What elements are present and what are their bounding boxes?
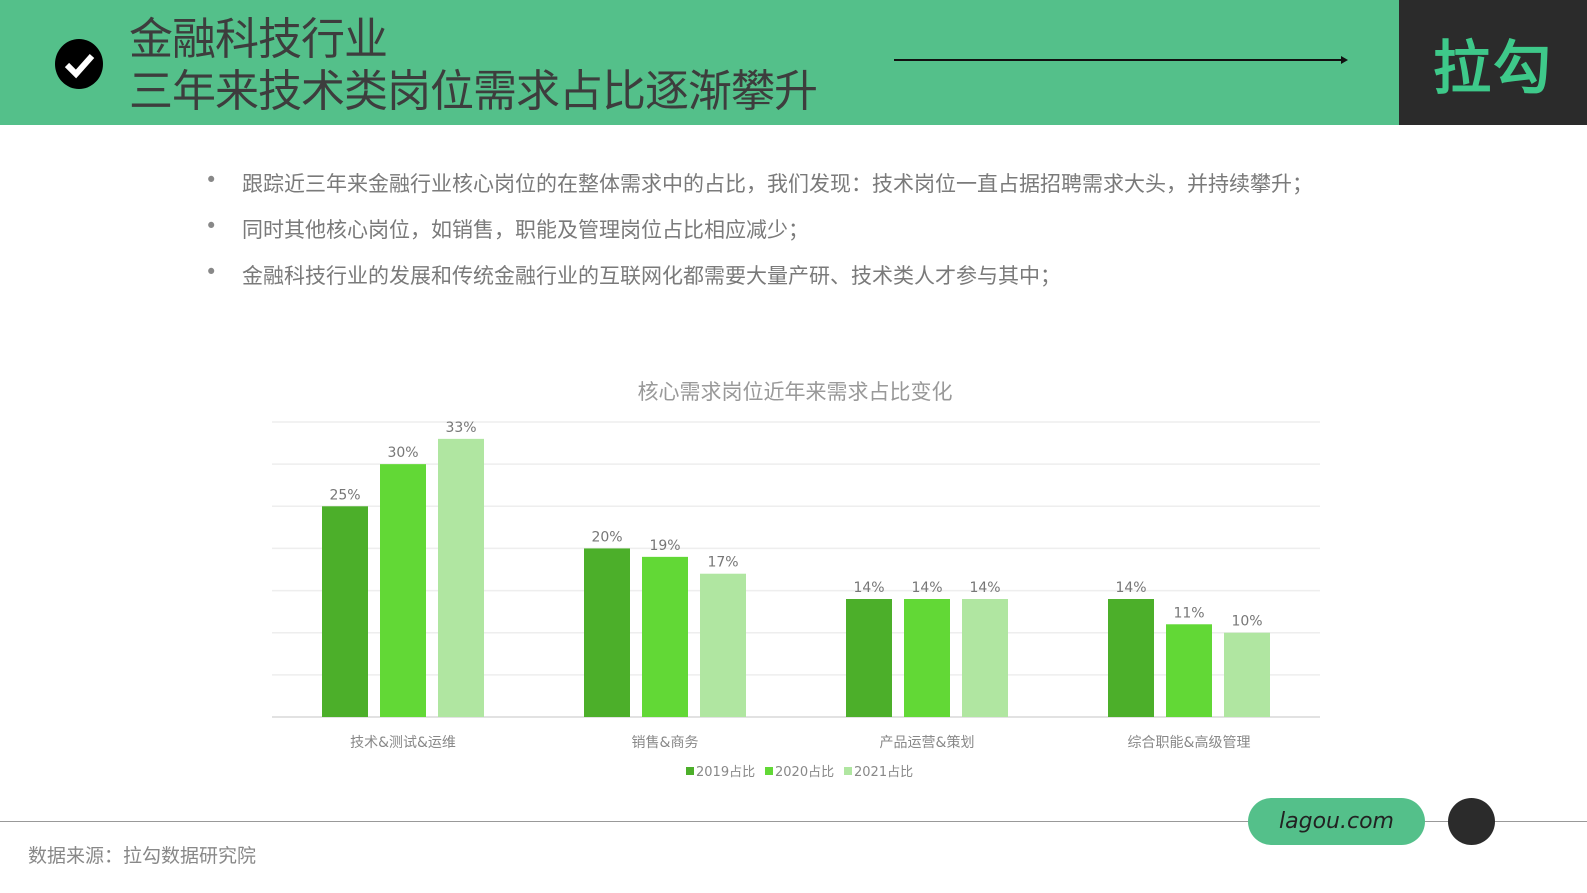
- bar: [642, 556, 688, 717]
- bullet-text: 跟踪近三年来金融行业核心岗位的在整体需求中的占比，我们发现：技术岗位一直占据招聘…: [242, 172, 1313, 196]
- bar: [846, 599, 892, 717]
- logo: 拉勾: [1399, 0, 1587, 125]
- data-source: 数据来源：拉勾数据研究院: [28, 845, 257, 867]
- legend-label: 2020占比: [775, 765, 834, 780]
- data-label: 11%: [1173, 605, 1204, 621]
- bullet-item: • 跟踪近三年来金融行业核心岗位的在整体需求中的占比，我们发现：技术岗位一直占据招…: [205, 168, 1313, 214]
- chart-title: 核心需求岗位近年来需求占比变化: [638, 380, 953, 404]
- data-label: 14%: [1115, 580, 1146, 596]
- bullet-item: • 同时其他核心岗位，如销售，职能及管理岗位占比相应减少；: [205, 214, 1313, 260]
- bar: [584, 548, 630, 717]
- data-label: 25%: [329, 487, 360, 503]
- bullet-item: • 金融科技行业的发展和传统金融行业的互联网化都需要大量产研、技术类人才参与其中；: [205, 260, 1313, 306]
- x-tick-label: 销售&商务: [632, 735, 699, 751]
- data-label: 14%: [969, 580, 1000, 596]
- bar: [1166, 624, 1212, 717]
- bar: [438, 438, 484, 717]
- title-line-2: 三年来技术类岗位需求占比逐渐攀升: [129, 66, 818, 117]
- x-tick-label: 产品运营&策划: [880, 734, 975, 751]
- legend-swatch: [844, 767, 852, 775]
- x-tick-label: 技术&测试&运维: [350, 735, 456, 751]
- arrow-line: [894, 56, 1348, 64]
- data-label: 30%: [387, 445, 418, 461]
- data-label: 14%: [853, 580, 884, 596]
- bullet-text: 同时其他核心岗位，如销售，职能及管理岗位占比相应减少；: [242, 218, 809, 242]
- bar: [962, 599, 1008, 717]
- legend-swatch: [686, 767, 694, 775]
- data-label: 19%: [649, 538, 680, 554]
- header-banner: 金融科技行业 三年来技术类岗位需求占比逐渐攀升: [0, 0, 1400, 125]
- legend-label: 2021占比: [854, 765, 913, 780]
- data-label: 20%: [591, 529, 622, 545]
- bar: [322, 506, 368, 717]
- bar: [904, 599, 950, 717]
- data-label: 14%: [911, 580, 942, 596]
- legend-swatch: [765, 767, 773, 775]
- bar: [1108, 599, 1154, 717]
- x-tick-label: 综合职能&高级管理: [1128, 734, 1251, 751]
- data-label: 17%: [707, 555, 738, 571]
- dark-circle-decoration: [1448, 798, 1495, 845]
- website-link[interactable]: lagou.com: [1248, 798, 1425, 845]
- check-circle-icon: [55, 39, 103, 89]
- bullet-list: • 跟踪近三年来金融行业核心岗位的在整体需求中的占比，我们发现：技术岗位一直占据招…: [205, 168, 1313, 306]
- bar: [380, 464, 426, 717]
- page-title: 金融科技行业 三年来技术类岗位需求占比逐渐攀升: [129, 14, 818, 118]
- data-label: 10%: [1231, 614, 1262, 630]
- bar: [700, 573, 746, 717]
- data-label: 33%: [445, 420, 476, 436]
- legend-label: 2019占比: [696, 765, 755, 780]
- bullet-text: 金融科技行业的发展和传统金融行业的互联网化都需要大量产研、技术类人才参与其中；: [242, 264, 1061, 288]
- title-line-1: 金融科技行业: [129, 14, 388, 65]
- footer-divider: [0, 821, 1587, 822]
- bar: [1224, 632, 1270, 717]
